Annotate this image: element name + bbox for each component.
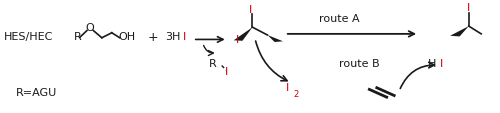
- Text: I: I: [440, 58, 443, 68]
- Text: R: R: [74, 32, 81, 42]
- Text: H: H: [428, 58, 436, 68]
- Text: I: I: [286, 82, 289, 92]
- Text: I: I: [250, 5, 252, 15]
- Text: route B: route B: [339, 58, 380, 68]
- Text: I: I: [236, 35, 240, 45]
- Text: 3H: 3H: [166, 32, 181, 42]
- Text: route A: route A: [319, 14, 360, 24]
- Text: OH: OH: [118, 32, 136, 42]
- Text: R: R: [209, 58, 217, 68]
- Polygon shape: [234, 28, 252, 41]
- Text: I: I: [225, 66, 228, 76]
- Text: 2: 2: [294, 89, 299, 98]
- Polygon shape: [268, 36, 283, 43]
- Text: +: +: [148, 30, 158, 43]
- Text: O: O: [85, 23, 94, 33]
- Text: I: I: [182, 32, 186, 42]
- Text: I: I: [467, 3, 470, 13]
- Text: R=AGU: R=AGU: [16, 87, 58, 97]
- Text: HES/HEC: HES/HEC: [4, 32, 53, 42]
- Polygon shape: [450, 27, 469, 37]
